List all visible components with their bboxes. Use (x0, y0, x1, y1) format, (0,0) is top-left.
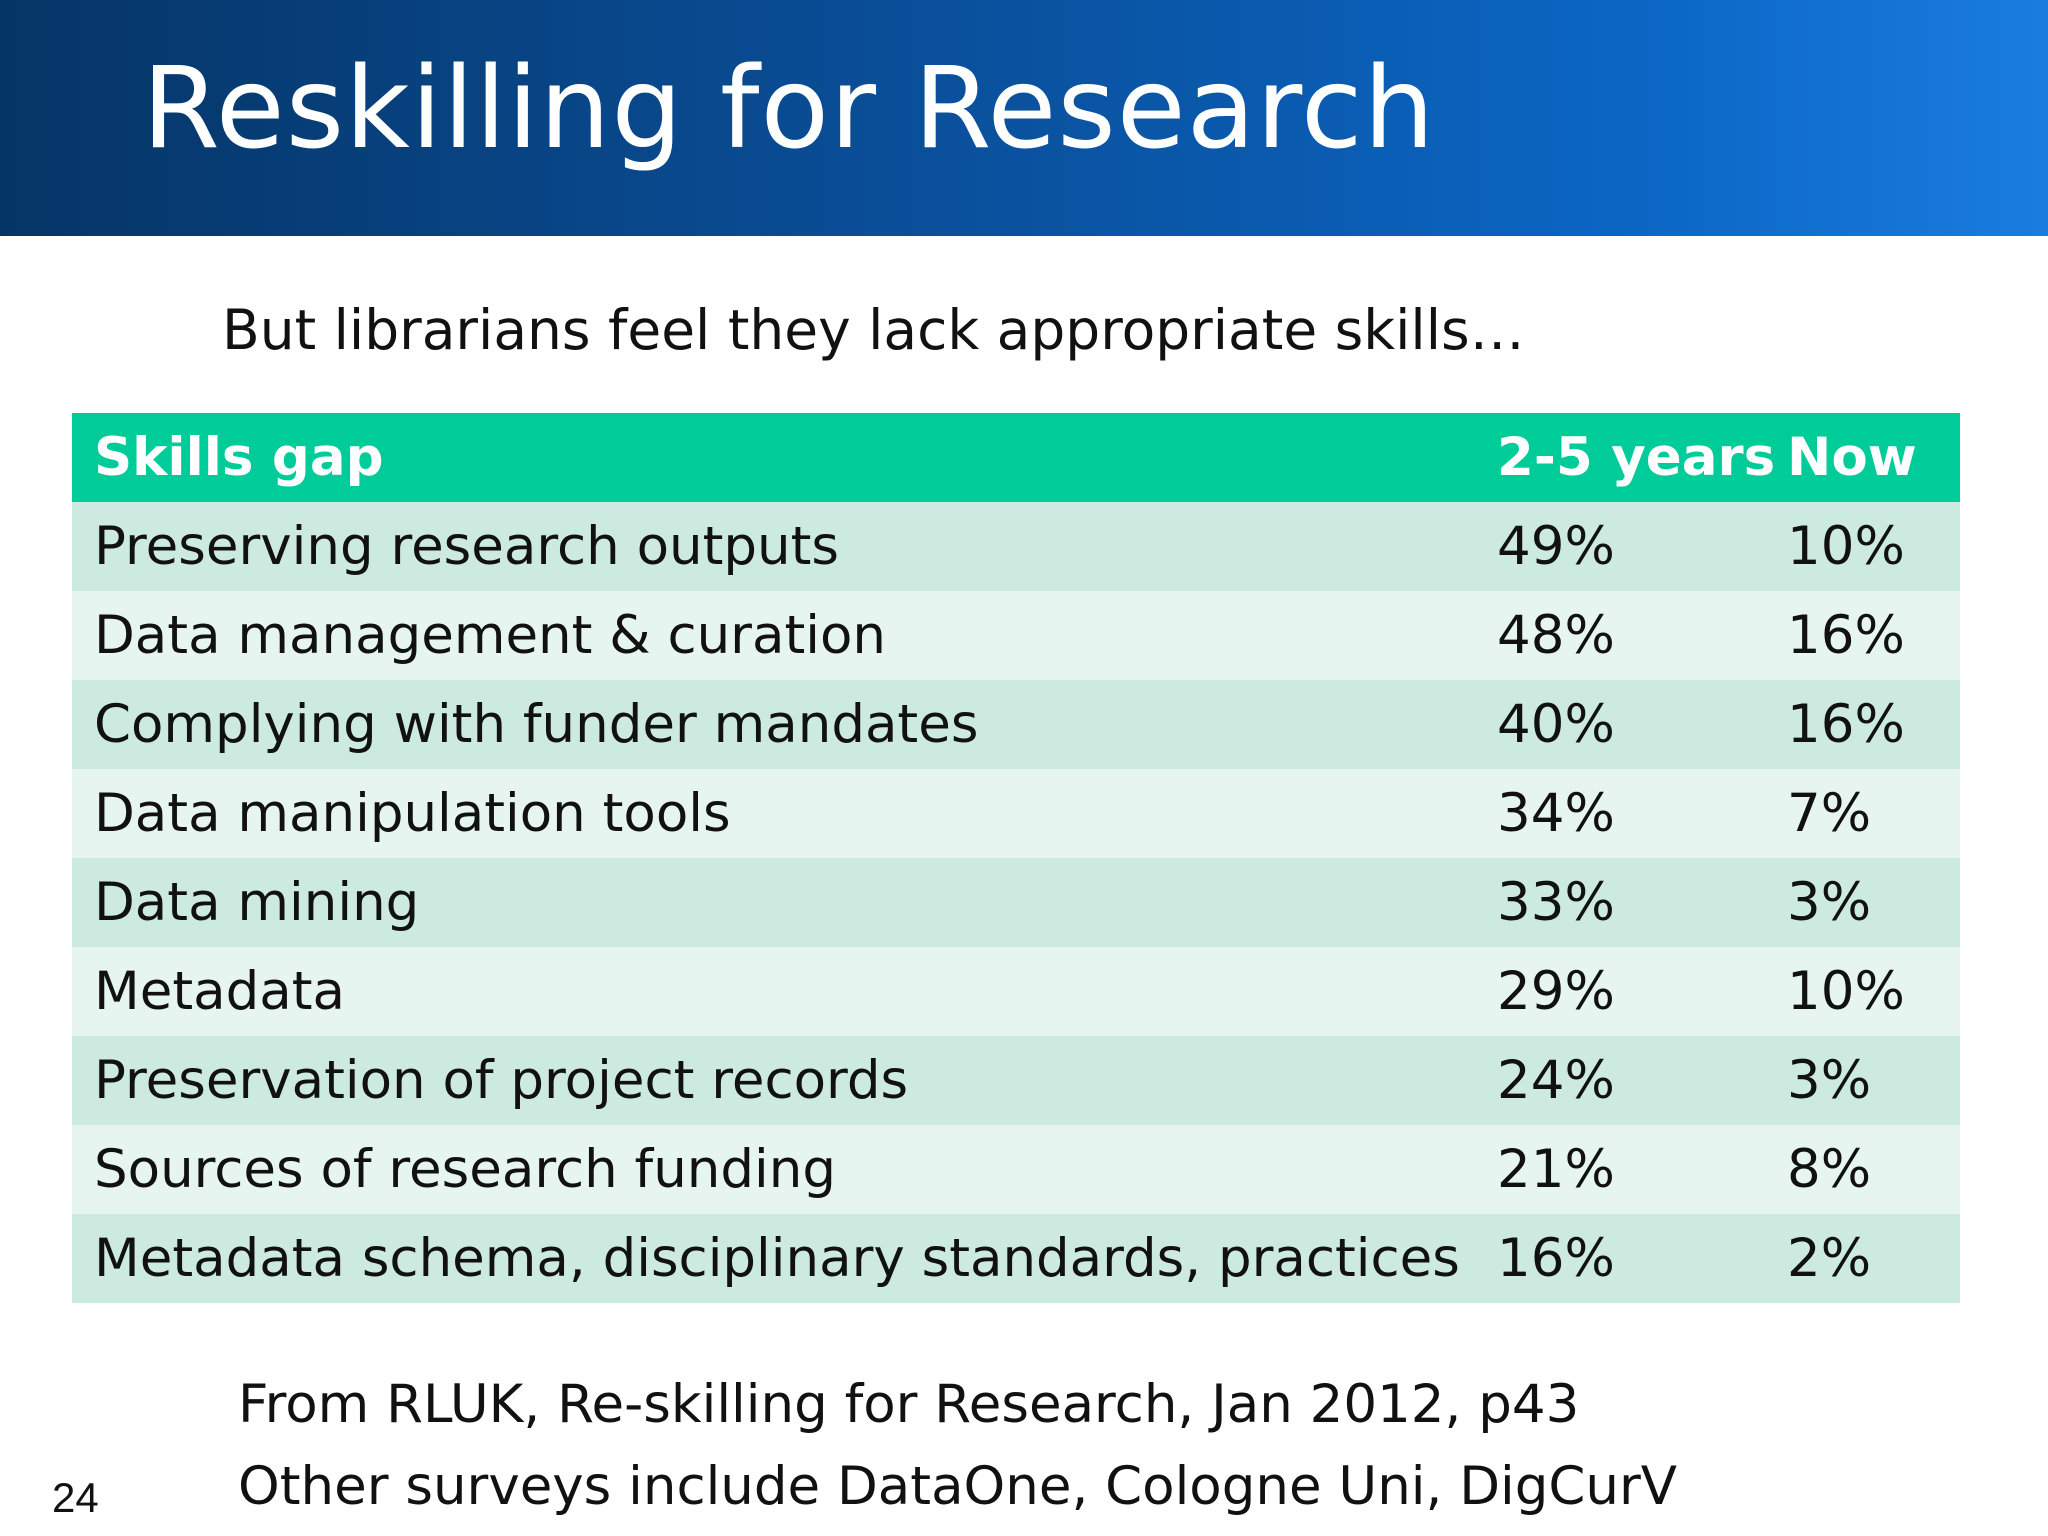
now-cell: 3% (1787, 872, 1872, 933)
future-cell: 33% (1497, 872, 1615, 933)
other-surveys-note: Other surveys include DataOne, Cologne U… (238, 1456, 1678, 1517)
table-row: Preservation of project records 24% 3% (72, 1036, 1960, 1125)
now-cell: 7% (1787, 783, 1872, 844)
slide-subtitle: But librarians feel they lack appropriat… (222, 298, 1525, 362)
future-cell: 49% (1497, 516, 1615, 577)
skill-cell: Data management & curation (94, 605, 886, 666)
table-row: Data mining 33% 3% (72, 858, 1960, 947)
table-row: Metadata 29% 10% (72, 947, 1960, 1036)
future-cell: 29% (1497, 961, 1615, 1022)
future-cell: 40% (1497, 694, 1615, 755)
source-citation: From RLUK, Re-skilling for Research, Jan… (238, 1374, 1580, 1435)
table-header-row: Skills gap 2-5 years Now (72, 413, 1960, 502)
now-cell: 2% (1787, 1228, 1872, 1289)
skill-cell: Data mining (94, 872, 420, 933)
table-row: Data manipulation tools 34% 7% (72, 769, 1960, 858)
future-cell: 34% (1497, 783, 1615, 844)
now-cell: 10% (1787, 961, 1905, 1022)
future-cell: 16% (1497, 1228, 1615, 1289)
skill-cell: Sources of research funding (94, 1139, 836, 1200)
table-row: Data management & curation 48% 16% (72, 591, 1960, 680)
future-cell: 21% (1497, 1139, 1615, 1200)
header-now: Now (1787, 427, 1917, 488)
table-row: Preserving research outputs 49% 10% (72, 502, 1960, 591)
now-cell: 16% (1787, 694, 1905, 755)
header-skills-gap: Skills gap (94, 427, 384, 488)
skill-cell: Data manipulation tools (94, 783, 731, 844)
table-row: Metadata schema, disciplinary standards,… (72, 1214, 1960, 1303)
skill-cell: Complying with funder mandates (94, 694, 979, 755)
table-row: Complying with funder mandates 40% 16% (72, 680, 1960, 769)
now-cell: 3% (1787, 1050, 1872, 1111)
future-cell: 48% (1497, 605, 1615, 666)
future-cell: 24% (1497, 1050, 1615, 1111)
now-cell: 8% (1787, 1139, 1872, 1200)
slide-title: Reskilling for Research (142, 44, 1436, 174)
page-number: 24 (52, 1474, 99, 1521)
now-cell: 16% (1787, 605, 1905, 666)
title-bar: Reskilling for Research (0, 0, 2048, 236)
table-row: Sources of research funding 21% 8% (72, 1125, 1960, 1214)
header-2-5-years: 2-5 years (1497, 427, 1776, 488)
now-cell: 10% (1787, 516, 1905, 577)
skill-cell: Preserving research outputs (94, 516, 840, 577)
skill-cell: Metadata (94, 961, 345, 1022)
skills-gap-table: Skills gap 2-5 years Now Preserving rese… (72, 413, 1960, 1303)
skill-cell: Metadata schema, disciplinary standards,… (94, 1228, 1460, 1289)
skill-cell: Preservation of project records (94, 1050, 909, 1111)
